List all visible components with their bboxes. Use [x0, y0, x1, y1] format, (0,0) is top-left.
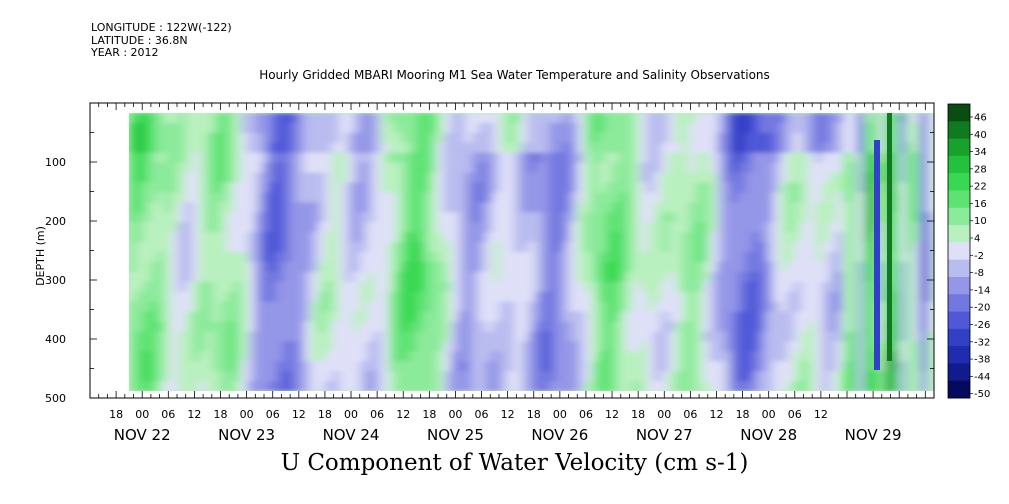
- colorbar-swatch: [948, 104, 970, 122]
- hour-tick-label: 00: [448, 408, 462, 421]
- colorbar-swatch: [948, 311, 970, 330]
- day-label: NOV 29: [845, 426, 902, 444]
- colorbar-swatch: [948, 363, 970, 382]
- hour-tick-label: 18: [318, 408, 332, 421]
- blue-column: [874, 140, 880, 370]
- colorbar-label: 16: [974, 199, 987, 210]
- hour-tick-label: 06: [475, 408, 489, 421]
- colorbar-label: -44: [974, 372, 990, 383]
- green-column: [887, 113, 892, 361]
- hour-tick-label: 06: [161, 408, 175, 421]
- axes: 18 00 06 12 18 00 06 12 18 00 06 12 18 00 06 12 18 00 06 12…: [45, 102, 935, 444]
- hour-tick-label: 18: [527, 408, 541, 421]
- colorbar-swatch: [948, 155, 970, 174]
- longitude-label: LONGITUDE : 122W(-122): [91, 21, 232, 34]
- colorbar-label: 22: [974, 182, 987, 193]
- hour-tick-label: 12: [709, 408, 723, 421]
- day-label: NOV 24: [323, 426, 380, 444]
- hour-tick-label: 18: [214, 408, 228, 421]
- colorbar-label: -32: [974, 337, 990, 348]
- hour-tick-label: 06: [683, 408, 697, 421]
- colorbar-swatch: [948, 138, 970, 157]
- y-axis-label: DEPTH (m): [34, 226, 47, 286]
- hour-tick-label: 12: [501, 408, 515, 421]
- colorbar-label: 10: [974, 216, 987, 227]
- colorbar-swatch: [948, 190, 970, 209]
- hour-tick-label: 12: [814, 408, 828, 421]
- hour-tick-label: 12: [187, 408, 201, 421]
- colorbar-label: -26: [974, 320, 990, 331]
- hour-tick-label: 00: [762, 408, 776, 421]
- colorbar-swatch: [948, 259, 970, 278]
- hour-tick-label: 18: [736, 408, 750, 421]
- colorbar-swatch: [948, 173, 970, 191]
- hour-tick-label: 00: [553, 408, 567, 421]
- colorbar-swatch: [948, 294, 970, 312]
- colorbar-swatch: [948, 121, 970, 139]
- day-label: NOV 26: [531, 426, 588, 444]
- day-label: NOV 23: [218, 426, 275, 444]
- colorbar-swatch: [948, 346, 970, 364]
- hour-tick-label: 12: [605, 408, 619, 421]
- colorbar-label: 40: [974, 130, 987, 141]
- hour-tick-label: 18: [422, 408, 436, 421]
- colorbar-label: -14: [974, 285, 990, 296]
- hour-tick-label: 06: [579, 408, 593, 421]
- colorbar-label: -38: [974, 355, 990, 366]
- hour-tick-label: 00: [657, 408, 671, 421]
- day-label: NOV 28: [740, 426, 797, 444]
- colorbar-swatch: [948, 276, 970, 295]
- hour-tick-label: 00: [344, 408, 358, 421]
- hour-tick-label: 12: [396, 408, 410, 421]
- colorbar-label: -8: [974, 268, 984, 279]
- colorbar-label: -50: [974, 389, 990, 400]
- colorbar-label: -20: [974, 303, 990, 314]
- hour-tick-label: 06: [266, 408, 280, 421]
- year-label: YEAR : 2012: [91, 46, 159, 59]
- hour-tick-label: 18: [631, 408, 645, 421]
- colorbar-label: 28: [974, 164, 987, 175]
- hour-tick-label: 06: [788, 408, 802, 421]
- colorbar-label: 34: [974, 147, 987, 158]
- colorbar-label: -2: [974, 251, 984, 262]
- plot-title: Hourly Gridded MBARI Mooring M1 Sea Wate…: [259, 68, 770, 82]
- metadata-block: LONGITUDE : 122W(-122) LATITUDE : 36.8N …: [91, 21, 232, 60]
- colorbar-swatch: [948, 207, 970, 226]
- hour-tick-label: 06: [370, 408, 384, 421]
- day-label: NOV 25: [427, 426, 484, 444]
- day-label: NOV 22: [114, 426, 171, 444]
- y-tick-label: 200: [45, 215, 66, 228]
- colorbar-frame: [947, 103, 971, 399]
- colorbar-swatch: [948, 225, 970, 243]
- latitude-label: LATITUDE : 36.8N: [91, 33, 188, 47]
- y-tick-label: 500: [45, 392, 66, 405]
- hour-tick-label: 12: [292, 408, 306, 421]
- colorbar-label: 46: [974, 112, 987, 123]
- colorbar-label: 4: [974, 234, 980, 245]
- heatmap-field: [129, 113, 934, 391]
- hour-tick-label: 18: [109, 408, 123, 421]
- chart-title: U Component of Water Velocity (cm s-1): [280, 450, 749, 476]
- colorbar: 46 40 34 28 22 16 10 4 -2 -8 -14 -20 -26 -32 -38 -44 -50: [947, 103, 990, 400]
- hour-tick-label: 00: [240, 408, 254, 421]
- y-tick-label: 400: [45, 333, 66, 346]
- hour-tick-label: 00: [135, 408, 149, 421]
- colorbar-swatch: [948, 380, 970, 399]
- y-tick-label: 100: [45, 156, 66, 169]
- day-label: NOV 27: [636, 426, 693, 444]
- colorbar-swatch: [948, 328, 970, 347]
- y-tick-label: 300: [45, 274, 66, 287]
- colorbar-swatch: [948, 242, 970, 261]
